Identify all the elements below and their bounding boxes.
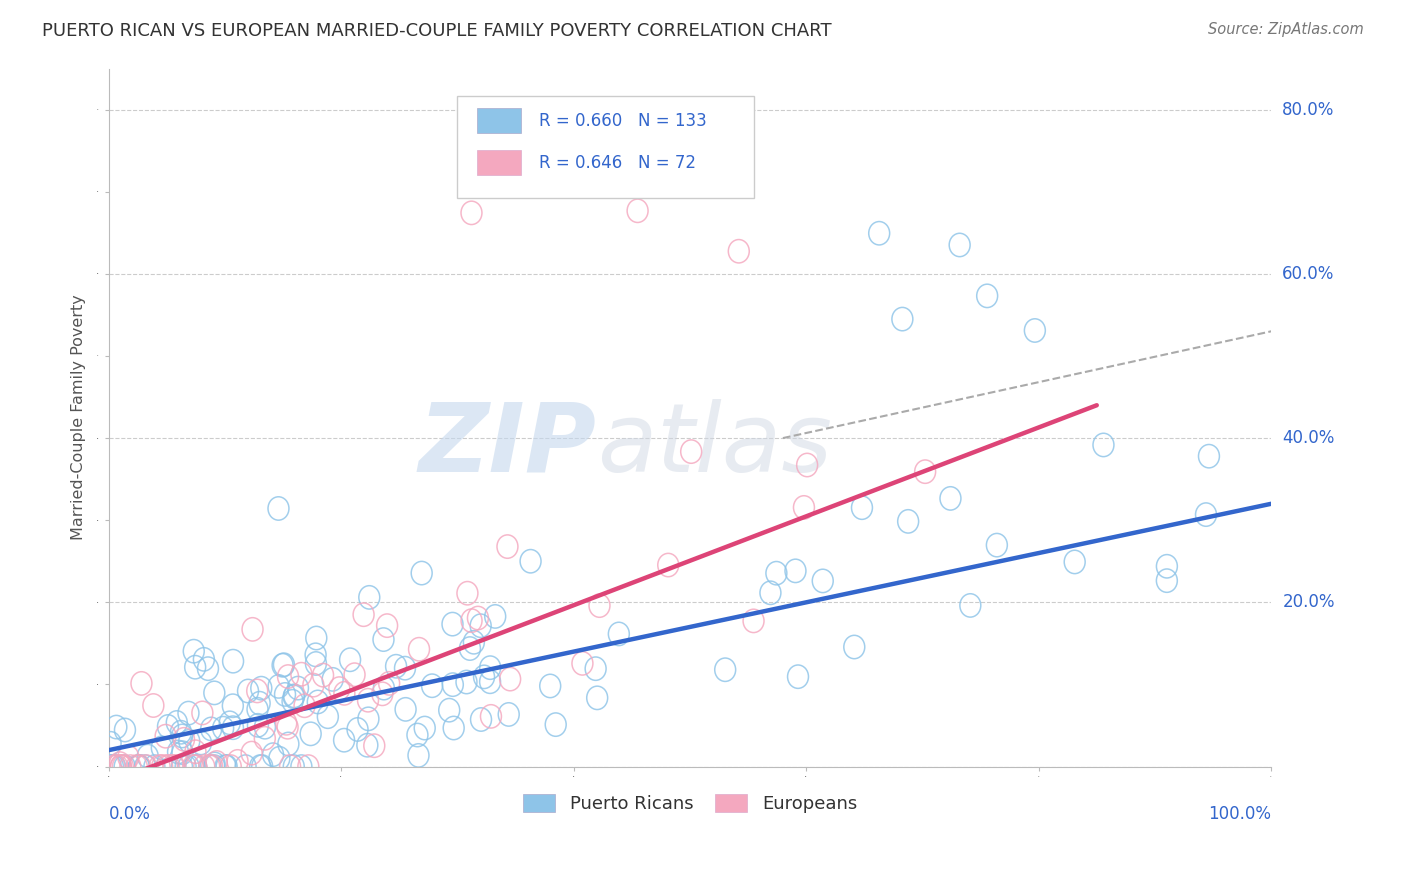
Text: PUERTO RICAN VS EUROPEAN MARRIED-COUPLE FAMILY POVERTY CORRELATION CHART: PUERTO RICAN VS EUROPEAN MARRIED-COUPLE … <box>42 22 832 40</box>
FancyBboxPatch shape <box>477 108 522 134</box>
FancyBboxPatch shape <box>477 150 522 176</box>
Text: Source: ZipAtlas.com: Source: ZipAtlas.com <box>1208 22 1364 37</box>
Text: 60.0%: 60.0% <box>1282 265 1334 283</box>
Legend: Puerto Ricans, Europeans: Puerto Ricans, Europeans <box>516 787 865 821</box>
Text: R = 0.660   N = 133: R = 0.660 N = 133 <box>538 112 706 130</box>
Text: 40.0%: 40.0% <box>1282 429 1334 447</box>
Text: 100.0%: 100.0% <box>1208 805 1271 823</box>
FancyBboxPatch shape <box>457 96 754 198</box>
Text: 0.0%: 0.0% <box>108 805 150 823</box>
Text: ZIP: ZIP <box>419 399 598 492</box>
Text: 20.0%: 20.0% <box>1282 593 1334 611</box>
Text: R = 0.646   N = 72: R = 0.646 N = 72 <box>538 153 696 172</box>
Text: atlas: atlas <box>598 399 832 492</box>
Y-axis label: Married-Couple Family Poverty: Married-Couple Family Poverty <box>72 294 86 541</box>
Text: 80.0%: 80.0% <box>1282 101 1334 119</box>
